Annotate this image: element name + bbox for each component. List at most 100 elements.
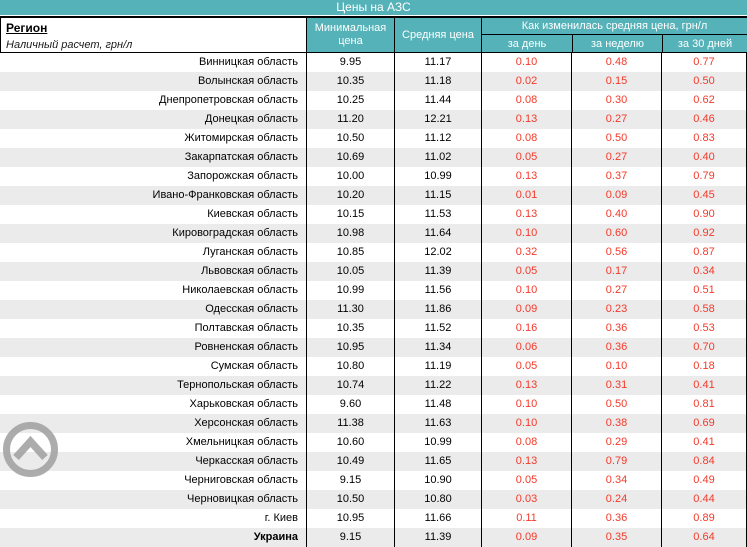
region-cell: Днепропетровская область xyxy=(0,91,307,110)
change-month-cell: 0.89 xyxy=(662,509,747,528)
region-cell: Украина xyxy=(0,528,307,547)
change-day-cell: 0.10 xyxy=(482,224,572,243)
avg-price-cell: 11.18 xyxy=(395,72,482,91)
table-row: Черниговская область 9.15 10.90 0.05 0.34 0.4… xyxy=(0,471,747,490)
change-day-cell: 0.05 xyxy=(482,262,572,281)
avg-price-cell: 10.90 xyxy=(395,471,482,490)
table-row: Украина 9.15 11.39 0.09 0.35 0.64 xyxy=(0,528,747,547)
change-month-cell: 0.69 xyxy=(662,414,747,433)
avg-price-cell: 11.17 xyxy=(395,53,482,72)
region-cell: Кировоградская область xyxy=(0,224,307,243)
change-month-cell: 0.50 xyxy=(662,72,747,91)
scroll-to-top-button[interactable] xyxy=(2,421,59,478)
change-week-cell: 0.36 xyxy=(572,338,662,357)
change-month-cell: 0.92 xyxy=(662,224,747,243)
change-month-cell: 0.58 xyxy=(662,300,747,319)
avg-price-header: Средняя цена xyxy=(395,18,482,52)
divider xyxy=(0,15,747,16)
region-cell: Волынская область xyxy=(0,72,307,91)
change-week-cell: 0.29 xyxy=(572,433,662,452)
table-header: Регион Наличный расчет, грн/л Минимальна… xyxy=(0,16,747,53)
min-price-cell: 9.15 xyxy=(307,471,395,490)
price-change-subheaders: за день за неделю за 30 дней xyxy=(482,35,747,52)
change-day-cell: 0.10 xyxy=(482,281,572,300)
avg-price-cell: 12.02 xyxy=(395,243,482,262)
region-header-subtitle: Наличный расчет, грн/л xyxy=(6,39,133,51)
avg-price-cell: 11.48 xyxy=(395,395,482,414)
table-row: Запорожская область 10.00 10.99 0.13 0.37 0.7… xyxy=(0,167,747,186)
change-month-cell: 0.84 xyxy=(662,452,747,471)
change-week-cell: 0.56 xyxy=(572,243,662,262)
change-month-cell: 0.81 xyxy=(662,395,747,414)
region-cell: Тернопольская область xyxy=(0,376,307,395)
change-day-cell: 0.09 xyxy=(482,528,572,547)
avg-price-cell: 10.80 xyxy=(395,490,482,509)
change-month-cell: 0.40 xyxy=(662,148,747,167)
region-header-cell: Регион Наличный расчет, грн/л xyxy=(0,18,307,52)
change-week-header: за неделю xyxy=(572,35,662,52)
avg-price-cell: 11.34 xyxy=(395,338,482,357)
change-day-cell: 0.08 xyxy=(482,433,572,452)
change-month-cell: 0.70 xyxy=(662,338,747,357)
min-price-cell: 10.50 xyxy=(307,129,395,148)
change-week-cell: 0.30 xyxy=(572,91,662,110)
min-price-cell: 10.69 xyxy=(307,148,395,167)
change-week-cell: 0.38 xyxy=(572,414,662,433)
change-week-cell: 0.40 xyxy=(572,205,662,224)
change-day-cell: 0.13 xyxy=(482,110,572,129)
region-cell: Николаевская область xyxy=(0,281,307,300)
table-row: Полтавская область 10.35 11.52 0.16 0.36 0.53 xyxy=(0,319,747,338)
region-cell: Винницкая область xyxy=(0,53,307,72)
change-week-cell: 0.27 xyxy=(572,110,662,129)
region-cell: Черкасская область xyxy=(0,452,307,471)
region-cell: Житомирская область xyxy=(0,129,307,148)
change-week-cell: 0.36 xyxy=(572,509,662,528)
avg-price-cell: 11.39 xyxy=(395,262,482,281)
min-price-cell: 10.35 xyxy=(307,72,395,91)
change-week-cell: 0.10 xyxy=(572,357,662,376)
change-day-cell: 0.10 xyxy=(482,53,572,72)
change-day-cell: 0.01 xyxy=(482,186,572,205)
change-month-cell: 0.64 xyxy=(662,528,747,547)
avg-price-cell: 11.19 xyxy=(395,357,482,376)
change-week-cell: 0.34 xyxy=(572,471,662,490)
region-cell: Одесская область xyxy=(0,300,307,319)
change-month-cell: 0.51 xyxy=(662,281,747,300)
change-day-cell: 0.32 xyxy=(482,243,572,262)
min-price-cell: 10.98 xyxy=(307,224,395,243)
table-row: Сумская область 10.80 11.19 0.05 0.10 0.18 xyxy=(0,357,747,376)
change-month-cell: 0.45 xyxy=(662,186,747,205)
chevron-up-circle-icon xyxy=(3,422,58,477)
change-day-cell: 0.06 xyxy=(482,338,572,357)
min-price-cell: 10.00 xyxy=(307,167,395,186)
avg-price-cell: 10.99 xyxy=(395,167,482,186)
min-price-cell: 10.60 xyxy=(307,433,395,452)
table-row: Закарпатская область 10.69 11.02 0.05 0.27 0.… xyxy=(0,148,747,167)
table-row: Харьковская область 9.60 11.48 0.10 0.50 0.81 xyxy=(0,395,747,414)
table-row: Одесская область 11.30 11.86 0.09 0.23 0.58 xyxy=(0,300,747,319)
min-price-cell: 10.85 xyxy=(307,243,395,262)
change-month-cell: 0.18 xyxy=(662,357,747,376)
table-row: Тернопольская область 10.74 11.22 0.13 0.31 0… xyxy=(0,376,747,395)
region-cell: Хмельницкая область xyxy=(0,433,307,452)
table-row: Кировоградская область 10.98 11.64 0.10 0.60… xyxy=(0,224,747,243)
change-month-cell: 0.44 xyxy=(662,490,747,509)
change-day-cell: 0.13 xyxy=(482,452,572,471)
avg-price-cell: 11.53 xyxy=(395,205,482,224)
change-day-cell: 0.10 xyxy=(482,395,572,414)
region-cell: Ивано-Франковская область xyxy=(0,186,307,205)
table-row: Донецкая область 11.20 12.21 0.13 0.27 0.46 xyxy=(0,110,747,129)
min-price-cell: 9.60 xyxy=(307,395,395,414)
change-week-cell: 0.23 xyxy=(572,300,662,319)
table-row: Черкасская область 10.49 11.65 0.13 0.79 0.84 xyxy=(0,452,747,471)
table-row: Луганская область 10.85 12.02 0.32 0.56 0.87 xyxy=(0,243,747,262)
change-day-cell: 0.10 xyxy=(482,414,572,433)
table-row: Хмельницкая область 10.60 10.99 0.08 0.29 0.4… xyxy=(0,433,747,452)
region-cell: г. Киев xyxy=(0,509,307,528)
change-day-cell: 0.16 xyxy=(482,319,572,338)
change-month-header: за 30 дней xyxy=(662,35,747,52)
change-day-cell: 0.13 xyxy=(482,376,572,395)
table-row: Ровненская область 10.95 11.34 0.06 0.36 0.70 xyxy=(0,338,747,357)
avg-price-cell: 12.21 xyxy=(395,110,482,129)
min-price-cell: 10.74 xyxy=(307,376,395,395)
